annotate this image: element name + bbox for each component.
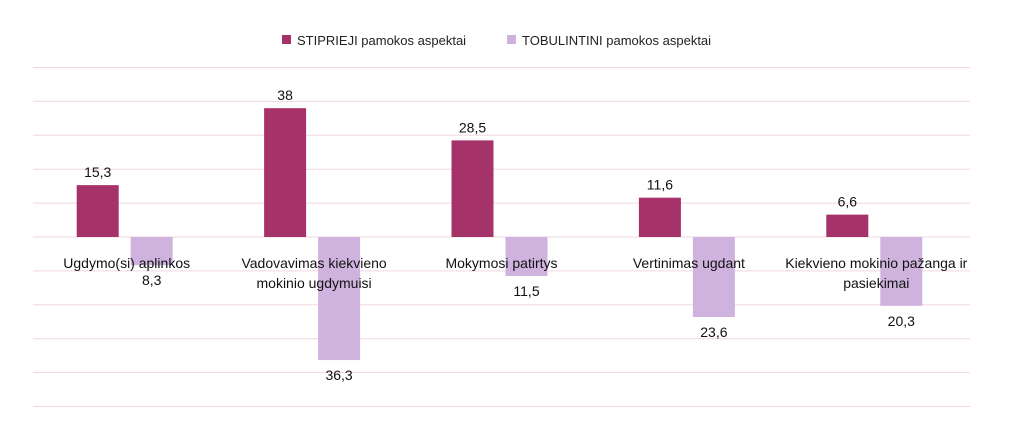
category-label: Ugdymo(si) aplinkos xyxy=(63,255,190,271)
category-label: Vadovavimas kiekvieno xyxy=(241,255,386,271)
legend-swatch xyxy=(507,35,516,44)
data-label: 8,3 xyxy=(142,272,162,288)
data-label: 11,5 xyxy=(513,283,539,299)
bar xyxy=(505,237,548,276)
data-label: 28,5 xyxy=(459,119,486,135)
bar xyxy=(76,185,119,237)
bar xyxy=(826,214,869,237)
data-label: 11,6 xyxy=(647,177,673,193)
data-label: 20,3 xyxy=(888,313,915,329)
data-label: 23,6 xyxy=(700,324,727,340)
category-label: pasiekimai xyxy=(843,275,909,291)
data-label: 6,6 xyxy=(838,194,858,210)
category-labels: Ugdymo(si) aplinkos Vadovavimas kiekvieno… xyxy=(63,255,967,291)
data-label: 38 xyxy=(277,87,293,103)
category-label: Vertinimas ugdant xyxy=(633,255,745,271)
data-labels: 15,3 8,3 38 36,3 28,5 11,5 11,6 23,6 6,6 20,3 xyxy=(84,87,915,383)
legend-label: STIPRIEJI pamokos aspektai xyxy=(297,33,466,48)
legend-swatch xyxy=(282,35,291,44)
bar xyxy=(318,237,361,361)
bar xyxy=(638,197,681,237)
bar xyxy=(264,108,307,238)
bar xyxy=(880,237,923,306)
bars xyxy=(76,108,923,361)
category-label: Kiekvieno mokinio pažanga ir xyxy=(785,255,967,271)
gridlines xyxy=(33,67,970,407)
bar xyxy=(130,237,173,266)
data-label: 15,3 xyxy=(84,164,111,180)
legend-label: TOBULINTINI pamokos aspektai xyxy=(522,33,711,48)
category-label: Mokymosi patirtys xyxy=(445,255,557,271)
category-label: mokinio ugdymuisi xyxy=(257,275,372,291)
bar xyxy=(451,140,494,237)
bar xyxy=(692,237,735,318)
legend: STIPRIEJI pamokos aspektai TOBULINTINI pa… xyxy=(282,33,711,48)
data-label: 36,3 xyxy=(325,367,352,383)
